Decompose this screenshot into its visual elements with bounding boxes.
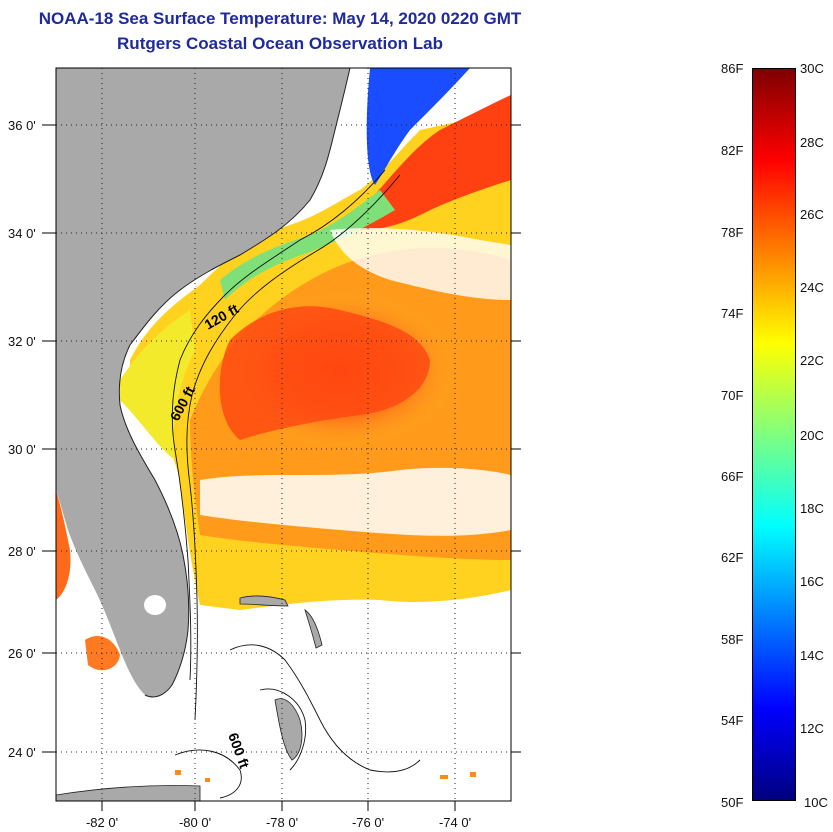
colorbar-c-label: 30C <box>800 61 824 76</box>
colorbar-c-label: 16C <box>800 574 824 589</box>
colorbar-c-label: 20C <box>800 428 824 443</box>
florida-land <box>56 68 350 697</box>
map-title: NOAA-18 Sea Surface Temperature: May 14,… <box>38 9 522 28</box>
colorbar-f-label: 82F <box>721 143 744 158</box>
lon-label: -80 0' <box>179 815 211 830</box>
gulf-warm-water <box>56 490 71 600</box>
colorbar-c-label: 10C <box>804 795 828 810</box>
sst-specks-south <box>175 770 476 782</box>
colorbar-f-label: 62F <box>721 550 744 565</box>
cuba-land <box>56 785 201 801</box>
colorbar-c-label: 24C <box>800 280 824 295</box>
contour-120ft <box>171 169 386 681</box>
cloud-patch <box>200 467 511 536</box>
north-warm-tongue <box>360 95 511 230</box>
lat-label: 30 0' <box>8 442 36 457</box>
lat-label: 24 0' <box>8 745 36 760</box>
colorbar-f-label: 78F <box>721 225 744 240</box>
colorbar-f-label: 58F <box>721 632 744 647</box>
colorbar-c-label: 12C <box>800 721 824 736</box>
temperature-colorbar <box>752 68 796 801</box>
map-subtitle: Rutgers Coastal Ocean Observation Lab <box>117 34 443 53</box>
colorbar-c-label: 28C <box>800 135 824 150</box>
axis-ticks <box>42 124 521 811</box>
lon-label: -76 0' <box>352 815 384 830</box>
lat-label: 28 0' <box>8 544 36 559</box>
gulf-stream-red <box>219 306 430 440</box>
colorbar-c-label: 18C <box>800 501 824 516</box>
lon-label: -82 0' <box>86 815 118 830</box>
southern-no-data <box>190 628 511 801</box>
bahamas-island-grand <box>239 595 289 607</box>
south-shelf-yellow <box>120 310 195 460</box>
colorbar-f-label: 74F <box>721 306 744 321</box>
lon-label: -74 0' <box>439 815 471 830</box>
map-frame <box>55 67 512 802</box>
bahamas-island <box>274 698 303 761</box>
lat-label: 36 0' <box>8 118 36 133</box>
lat-label: 26 0' <box>8 646 36 661</box>
northern-cold-water <box>366 68 470 185</box>
contour-600ft <box>186 174 401 721</box>
colorbar-c-label: 14C <box>800 648 824 663</box>
lon-label: -78 0' <box>266 815 298 830</box>
colorbar-f-label: 86F <box>721 61 744 76</box>
colorbar-c-label: 22C <box>800 353 824 368</box>
cloud-patch-north <box>330 228 511 300</box>
map-grid <box>56 68 511 801</box>
lake-okeechobee <box>144 595 166 615</box>
lat-label: 32 0' <box>8 334 36 349</box>
bahamas-island-abaco <box>304 608 323 649</box>
contour-bahamas-banks <box>174 644 421 799</box>
colorbar-f-label: 70F <box>721 388 744 403</box>
colorbar-f-label: 50F <box>721 795 744 810</box>
lat-label: 34 0' <box>8 226 36 241</box>
colorbar-f-label: 66F <box>721 469 744 484</box>
coastline <box>118 68 351 698</box>
colorbar-c-label: 26C <box>800 207 824 222</box>
shelf-green-water <box>220 190 395 300</box>
colorbar-f-label: 54F <box>721 713 744 728</box>
